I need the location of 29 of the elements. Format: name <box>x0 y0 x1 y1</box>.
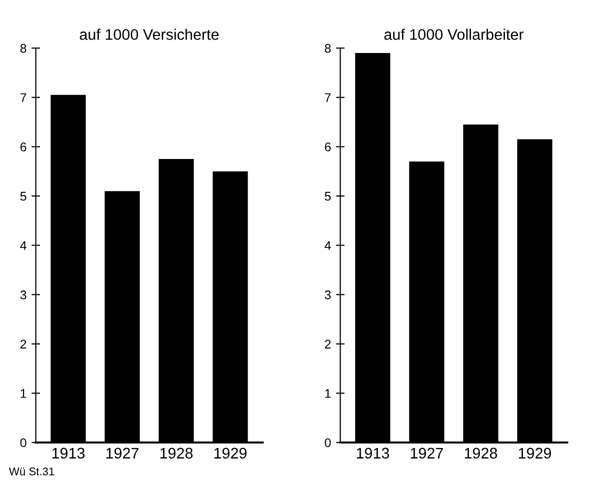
y-tick-label: 3 <box>20 290 26 300</box>
y-tick-label: 7 <box>20 93 26 102</box>
x-tick-label: 1929 <box>214 448 247 459</box>
y-tick-label: 2 <box>324 340 331 348</box>
y-tick-label: 6 <box>20 142 26 152</box>
x-tick-label: 1928 <box>160 448 193 459</box>
y-tick-label: 8 <box>324 44 331 53</box>
x-tick-label: 1927 <box>106 448 138 459</box>
y-tick-label: 4 <box>20 241 26 250</box>
y-tick-label: 7 <box>324 93 331 102</box>
text: Wü St.31 <box>9 467 54 476</box>
y-tick-label: 2 <box>20 340 26 348</box>
y-tick-label: 5 <box>324 192 331 201</box>
x-tick-label: 1929 <box>518 448 552 459</box>
chart-title: auf 1000 Versicherte <box>80 28 219 40</box>
y-tick-label: 6 <box>324 142 331 152</box>
y-tick-label: 0 <box>20 438 26 448</box>
y-tick-label: 4 <box>324 241 331 250</box>
y-tick-label: 1 <box>20 389 26 398</box>
x-tick-label: 1927 <box>410 448 443 459</box>
y-tick-label: 5 <box>20 192 26 201</box>
chart-title: auf 1000 Vollarbeiter <box>384 28 524 40</box>
x-tick-label: 1913 <box>356 448 390 459</box>
x-tick-label: 1913 <box>52 448 85 459</box>
y-tick-label: 1 <box>325 389 331 398</box>
y-tick-label: 3 <box>324 290 331 300</box>
y-tick-label: 0 <box>324 438 331 448</box>
x-tick-label: 1928 <box>464 448 498 459</box>
y-tick-label: 8 <box>20 44 26 53</box>
